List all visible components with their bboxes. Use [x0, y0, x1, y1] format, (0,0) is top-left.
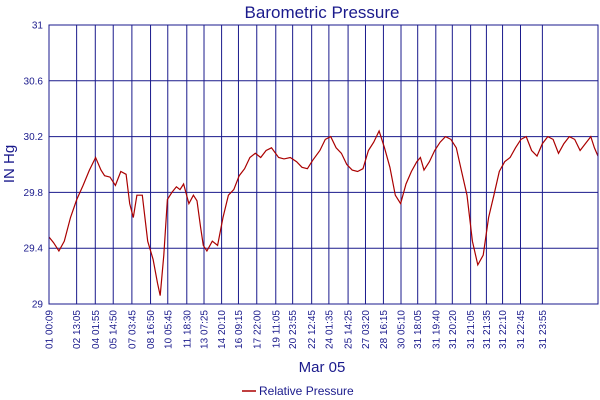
legend: Relative Pressure	[242, 384, 354, 398]
x-tick-label: 01 00:09	[45, 310, 56, 349]
x-tick-label: 11 18:30	[182, 310, 193, 349]
plot-frame	[48, 24, 599, 305]
x-tick-label: 05 14:50	[109, 310, 120, 349]
x-tick-label: 25 14:25	[344, 310, 355, 349]
horizontal-grid-lines	[49, 80, 598, 249]
x-tick-label: 31 19:40	[431, 310, 442, 349]
x-tick-label: 27 03:20	[361, 310, 372, 349]
x-tick-label: 31 21:05	[466, 310, 477, 349]
x-tick-label: 17 22:00	[252, 310, 263, 349]
x-tick-label: 28 16:15	[379, 310, 390, 349]
x-tick-label: 10 05:45	[163, 310, 174, 349]
y-axis-tick-labels: 29 29.4 29.8 30.2 30.6 31	[24, 21, 44, 311]
x-axis-tick-labels: 01 00:09 02 13:05 04 01:55 05 14:50 07 03:45…	[45, 310, 549, 349]
x-tick-label: 13 07:25	[200, 310, 211, 349]
x-tick-label: 31 21:35	[482, 310, 493, 349]
x-tick-label: 30 05:10	[397, 310, 408, 349]
plot-area	[49, 25, 598, 304]
y-tick-label: 29.8	[24, 188, 44, 199]
y-tick-label: 31	[32, 21, 44, 32]
x-tick-label: 31 22:10	[498, 310, 509, 349]
y-tick-label: 30.2	[24, 132, 44, 143]
x-tick-label: 31 23:55	[538, 310, 549, 349]
x-tick-label: 31 20:20	[448, 310, 459, 349]
relative-pressure-line	[48, 129, 599, 296]
x-tick-label: 22 12:45	[307, 310, 318, 349]
x-tick-label: 31 18:05	[413, 310, 424, 349]
x-axis-title: Mar 05	[299, 359, 346, 376]
x-tick-label: 04 01:55	[91, 310, 102, 349]
y-tick-label: 30.6	[24, 76, 44, 87]
x-tick-label: 07 03:45	[127, 310, 138, 349]
chart-title: Barometric Pressure	[245, 3, 400, 22]
x-tick-label: 14 20:10	[217, 310, 228, 349]
x-tick-label: 19 11:05	[271, 310, 282, 349]
x-tick-label: 16 09:15	[234, 310, 245, 349]
y-tick-label: 29	[32, 300, 44, 311]
x-tick-label: 20 23:55	[288, 310, 299, 349]
x-tick-label: 31 22:45	[516, 310, 527, 349]
y-axis-title: IN Hg	[1, 145, 18, 183]
x-tick-label: 02 13:05	[72, 310, 83, 349]
legend-label: Relative Pressure	[259, 384, 354, 398]
x-tick-label: 08 16:50	[146, 310, 157, 349]
x-tick-label: 24 01:35	[324, 310, 335, 349]
y-tick-label: 29.4	[24, 244, 44, 255]
